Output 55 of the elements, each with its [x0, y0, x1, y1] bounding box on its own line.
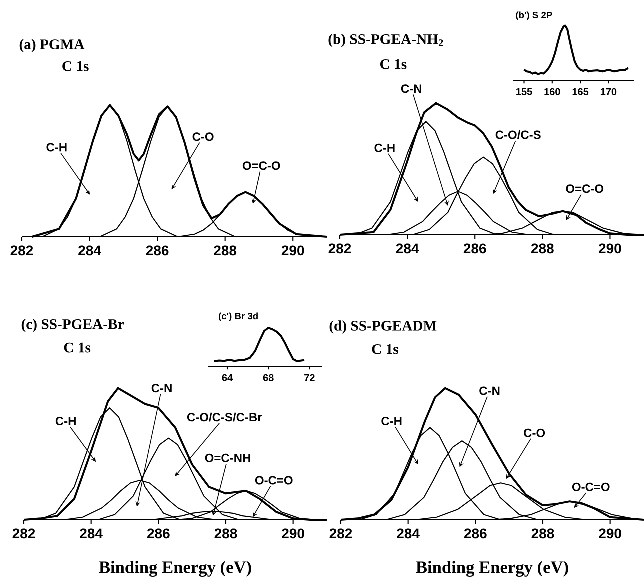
x-tick-label: 165	[572, 88, 589, 96]
annotation: C-N	[480, 386, 500, 396]
x-tick-label: 282	[12, 528, 36, 539]
chart-title: (c) SS-PGEA-Br	[22, 319, 124, 332]
x-tick-label: 286	[147, 528, 170, 539]
chart-title: (c') Br 3d	[218, 312, 258, 322]
annotation: O-C=O	[255, 476, 293, 485]
x-tick-label: 284	[396, 244, 420, 254]
x-tick-label: 286	[146, 246, 169, 256]
annotation: C-H	[46, 143, 67, 152]
x-tick-label: 160	[544, 88, 560, 96]
x-tick-label: 68	[263, 374, 274, 382]
annotation: O-C=O	[572, 482, 610, 492]
x-tick-label: 155	[516, 88, 532, 96]
annotation: O=C-O	[566, 184, 604, 194]
annotation: C-N	[152, 384, 172, 393]
x-tick-label: 290	[282, 528, 304, 539]
x-axis-title: Binding Energy (eV)	[416, 561, 568, 577]
x-tick-label: 284	[397, 528, 420, 539]
annotation: C-H	[56, 417, 76, 426]
chart-subtitle: C 1s	[372, 344, 399, 354]
x-axis-title: Binding Energy (eV)	[99, 561, 252, 577]
x-tick-label: 282	[328, 244, 352, 254]
annotation: C-O	[524, 428, 546, 438]
text: C-N	[401, 84, 422, 94]
chart-subtitle: C 1s	[62, 61, 89, 72]
chart-subtitle: C 1s	[380, 59, 407, 70]
x-tick-label: 290	[599, 244, 622, 254]
x-tick-label: 284	[80, 528, 103, 539]
annotation: C-O	[192, 132, 214, 142]
x-tick-label: 170	[600, 88, 617, 96]
chart-title: (a) PGMA	[20, 39, 85, 52]
x-tick-label: 288	[214, 528, 238, 539]
x-tick-label: 288	[531, 244, 554, 254]
chart-title: (d) SS-PGEADM	[330, 320, 437, 334]
x-tick-label: 282	[10, 246, 34, 256]
annotation: C-O/C-S	[496, 130, 541, 140]
x-tick-label: 282	[330, 528, 352, 539]
x-tick-label: 288	[214, 246, 237, 256]
chart-title: (b) SS-PGEA-NH$_{2}$	[328, 34, 444, 48]
x-tick-label: 284	[78, 246, 102, 256]
x-tick-label: 290	[599, 528, 622, 539]
x-tick-label: 288	[532, 528, 554, 539]
x-tick-label: 290	[282, 246, 304, 256]
x-tick-label: 286	[464, 244, 486, 254]
x-tick-label: 72	[304, 374, 315, 382]
x-tick-label: 286	[464, 528, 487, 539]
chart-title: (b') S 2P	[516, 12, 552, 20]
x-tick-label: 64	[222, 374, 234, 382]
annotation: C-H	[382, 417, 402, 426]
annotation: C-H	[374, 144, 395, 152]
chart-subtitle: C 1s	[64, 342, 91, 353]
annotation: C-O/C-S/C-Br	[187, 412, 262, 422]
annotation: O=C-O	[242, 162, 280, 170]
annotation: O=C-NH	[205, 454, 250, 462]
